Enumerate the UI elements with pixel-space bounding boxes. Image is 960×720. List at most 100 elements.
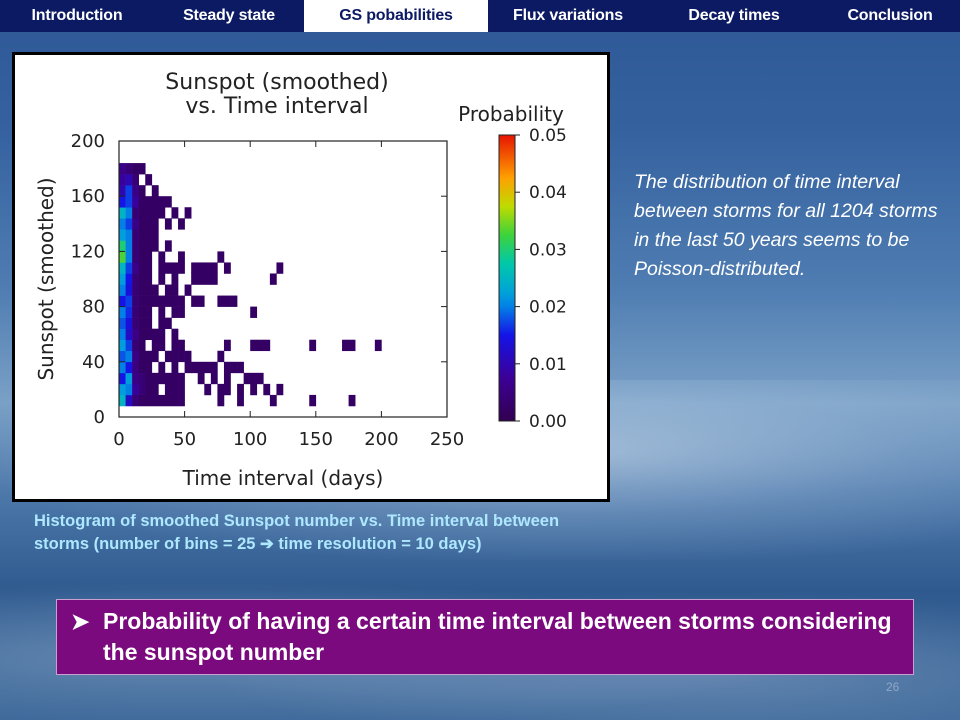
heatmap-cell xyxy=(119,328,126,341)
heatmap-cell xyxy=(164,262,172,274)
side-text: The distribution of time interval betwee… xyxy=(634,171,938,280)
heatmap-cell xyxy=(256,339,264,352)
tab-decay-times[interactable]: Decay times xyxy=(688,7,780,24)
heatmap-figure: Sunspot (smoothed) vs. Time interval 0 50 10… xyxy=(12,52,610,502)
heatmap-cell xyxy=(164,394,172,407)
heatmap-cell xyxy=(309,394,317,407)
heatmap-cell xyxy=(164,218,172,230)
x-axis-label: Time interval (days) xyxy=(182,466,384,490)
heatmap-cell xyxy=(171,262,179,274)
tab-introduction[interactable]: Introduction xyxy=(31,7,123,24)
heatmap-cell xyxy=(132,361,139,374)
heatmap-cell xyxy=(119,185,126,197)
heatmap-cell xyxy=(119,229,126,241)
heatmap-cell xyxy=(151,339,159,352)
heatmap-cell xyxy=(171,207,179,219)
heatmap-cell xyxy=(132,262,139,274)
tab-gs-pobabilities[interactable]: GS pobabilities xyxy=(304,0,488,32)
x-tick-label: 200 xyxy=(364,429,398,450)
heatmap-cell xyxy=(263,339,271,352)
heatmap-cell xyxy=(132,174,139,186)
colorbar-tick-label: 0.01 xyxy=(529,355,567,375)
heatmap-cell xyxy=(158,306,166,318)
heatmap-cell xyxy=(197,361,205,374)
heatmap-cell xyxy=(138,262,146,274)
heatmap-cell xyxy=(125,317,133,329)
heatmap-cell xyxy=(132,273,139,285)
heatmap-cell xyxy=(256,372,264,385)
heatmap-cell xyxy=(237,361,244,374)
heatmap-cell xyxy=(138,240,146,252)
heatmap-cell xyxy=(243,372,251,385)
heatmap-cell xyxy=(132,295,139,307)
heatmap-cell xyxy=(158,295,166,307)
heatmap-cell xyxy=(119,218,126,230)
heatmap-cell xyxy=(210,372,218,385)
heatmap-cell xyxy=(217,295,225,307)
heatmap-cell xyxy=(119,317,126,329)
tab-flux-variations[interactable]: Flux variations xyxy=(513,7,623,24)
y-tick-label: 40 xyxy=(82,352,105,373)
heatmap-cell xyxy=(191,273,199,285)
arrow-bullet-icon: ➤ xyxy=(71,609,90,634)
heatmap-cell xyxy=(158,372,166,385)
heatmap-cell xyxy=(125,394,133,407)
heatmap-cell xyxy=(119,306,126,318)
heatmap-cell xyxy=(138,306,146,318)
x-tick-label: 150 xyxy=(299,429,333,450)
heatmap-cell xyxy=(151,394,159,407)
heatmap-cell xyxy=(132,196,139,208)
heatmap-cell xyxy=(178,218,185,230)
tab-conclusion[interactable]: Conclusion xyxy=(847,7,933,24)
heatmap-cell xyxy=(217,251,225,263)
heatmap-cell xyxy=(197,262,205,274)
heatmap-cell xyxy=(145,317,153,329)
heatmap-cell xyxy=(132,240,139,252)
y-tick-label: 0 xyxy=(94,407,105,428)
x-tick-label: 250 xyxy=(430,429,464,450)
heatmap-cell xyxy=(132,229,139,241)
figure-caption: Histogram of smoothed Sunspot number vs.… xyxy=(34,512,560,553)
heatmap-cell xyxy=(145,229,153,241)
heatmap-cell xyxy=(178,262,185,274)
heatmap-cell xyxy=(171,295,179,307)
heatmap-cell xyxy=(217,394,225,407)
heatmap-cell xyxy=(204,383,212,396)
heatmap-cell xyxy=(276,383,284,396)
heatmap-cell xyxy=(125,185,133,197)
heatmap-cell xyxy=(230,361,238,374)
tab-steady-state[interactable]: Steady state xyxy=(183,7,275,24)
heatmap-cell xyxy=(125,350,133,363)
heatmap-cell xyxy=(132,218,139,230)
heatmap-cell xyxy=(164,295,172,307)
heatmap-cell xyxy=(210,273,218,285)
heatmap-cell xyxy=(151,229,159,241)
heatmap-cell xyxy=(125,240,133,252)
heatmap-cell xyxy=(138,350,146,363)
heatmap-cell xyxy=(132,394,139,407)
heatmap-cell xyxy=(171,284,179,296)
heatmap-cell xyxy=(132,207,139,219)
x-tick-label: 0 xyxy=(113,429,124,450)
heatmap-cell xyxy=(184,361,192,374)
heatmap-cell xyxy=(138,317,146,329)
heatmap-cell xyxy=(119,207,126,219)
plot-frame xyxy=(118,140,448,418)
heatmap-cell xyxy=(374,339,382,352)
heatmap-cell xyxy=(178,372,185,385)
x-tick-label: 50 xyxy=(173,429,196,450)
chart-title-line-2: vs. Time interval xyxy=(185,94,368,119)
colorbar-tick-label: 0.00 xyxy=(529,412,567,432)
heatmap-cell xyxy=(119,372,126,385)
heatmap-cell xyxy=(132,163,139,175)
heatmap-cell xyxy=(151,383,159,396)
heatmap-cell xyxy=(204,262,212,274)
heatmap-cell xyxy=(138,394,146,407)
heatmap-cell xyxy=(223,339,231,352)
heatmap-cell xyxy=(119,284,126,296)
heatmap-cell xyxy=(158,273,166,285)
heatmap-cell xyxy=(138,273,146,285)
heatmap-cell xyxy=(145,251,153,263)
heatmap-cell xyxy=(171,394,179,407)
heatmap-cell xyxy=(125,361,133,374)
